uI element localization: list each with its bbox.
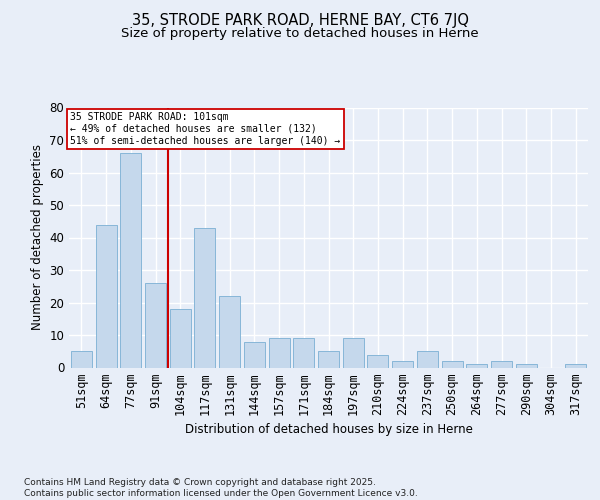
Bar — [244, 342, 265, 367]
Text: 35, STRODE PARK ROAD, HERNE BAY, CT6 7JQ: 35, STRODE PARK ROAD, HERNE BAY, CT6 7JQ — [131, 12, 469, 28]
Y-axis label: Number of detached properties: Number of detached properties — [31, 144, 44, 330]
Bar — [269, 338, 290, 368]
Bar — [293, 338, 314, 368]
Bar — [343, 338, 364, 368]
Bar — [145, 283, 166, 368]
Bar — [95, 224, 116, 368]
Bar — [466, 364, 487, 368]
Bar — [392, 361, 413, 368]
Bar — [219, 296, 240, 368]
Text: Contains HM Land Registry data © Crown copyright and database right 2025.
Contai: Contains HM Land Registry data © Crown c… — [24, 478, 418, 498]
Bar — [120, 153, 141, 368]
Bar — [516, 364, 537, 368]
Bar — [170, 309, 191, 368]
Bar — [318, 351, 339, 368]
Bar — [442, 361, 463, 368]
Bar — [367, 354, 388, 368]
Text: 35 STRODE PARK ROAD: 101sqm
← 49% of detached houses are smaller (132)
51% of se: 35 STRODE PARK ROAD: 101sqm ← 49% of det… — [70, 112, 340, 146]
X-axis label: Distribution of detached houses by size in Herne: Distribution of detached houses by size … — [185, 424, 472, 436]
Bar — [417, 351, 438, 368]
Bar — [491, 361, 512, 368]
Text: Size of property relative to detached houses in Herne: Size of property relative to detached ho… — [121, 28, 479, 40]
Bar — [565, 364, 586, 368]
Bar — [71, 351, 92, 368]
Bar — [194, 228, 215, 368]
